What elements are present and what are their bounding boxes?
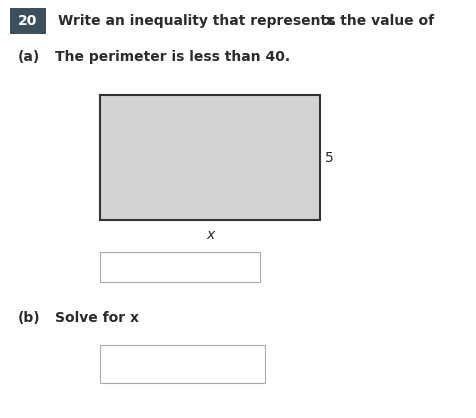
FancyBboxPatch shape — [100, 252, 259, 282]
Text: .: . — [330, 14, 336, 28]
FancyBboxPatch shape — [100, 345, 265, 383]
Text: (a): (a) — [18, 50, 40, 64]
Text: Write an inequality that represents the value of: Write an inequality that represents the … — [58, 14, 438, 28]
FancyBboxPatch shape — [10, 8, 46, 34]
Text: (b): (b) — [18, 311, 40, 325]
Text: x: x — [206, 228, 214, 242]
Text: 5: 5 — [324, 150, 333, 165]
Text: The perimeter is less than 40.: The perimeter is less than 40. — [55, 50, 289, 64]
FancyBboxPatch shape — [100, 95, 319, 220]
Text: 20: 20 — [18, 14, 38, 28]
Text: Solve for x: Solve for x — [55, 311, 139, 325]
Text: x: x — [324, 14, 333, 28]
